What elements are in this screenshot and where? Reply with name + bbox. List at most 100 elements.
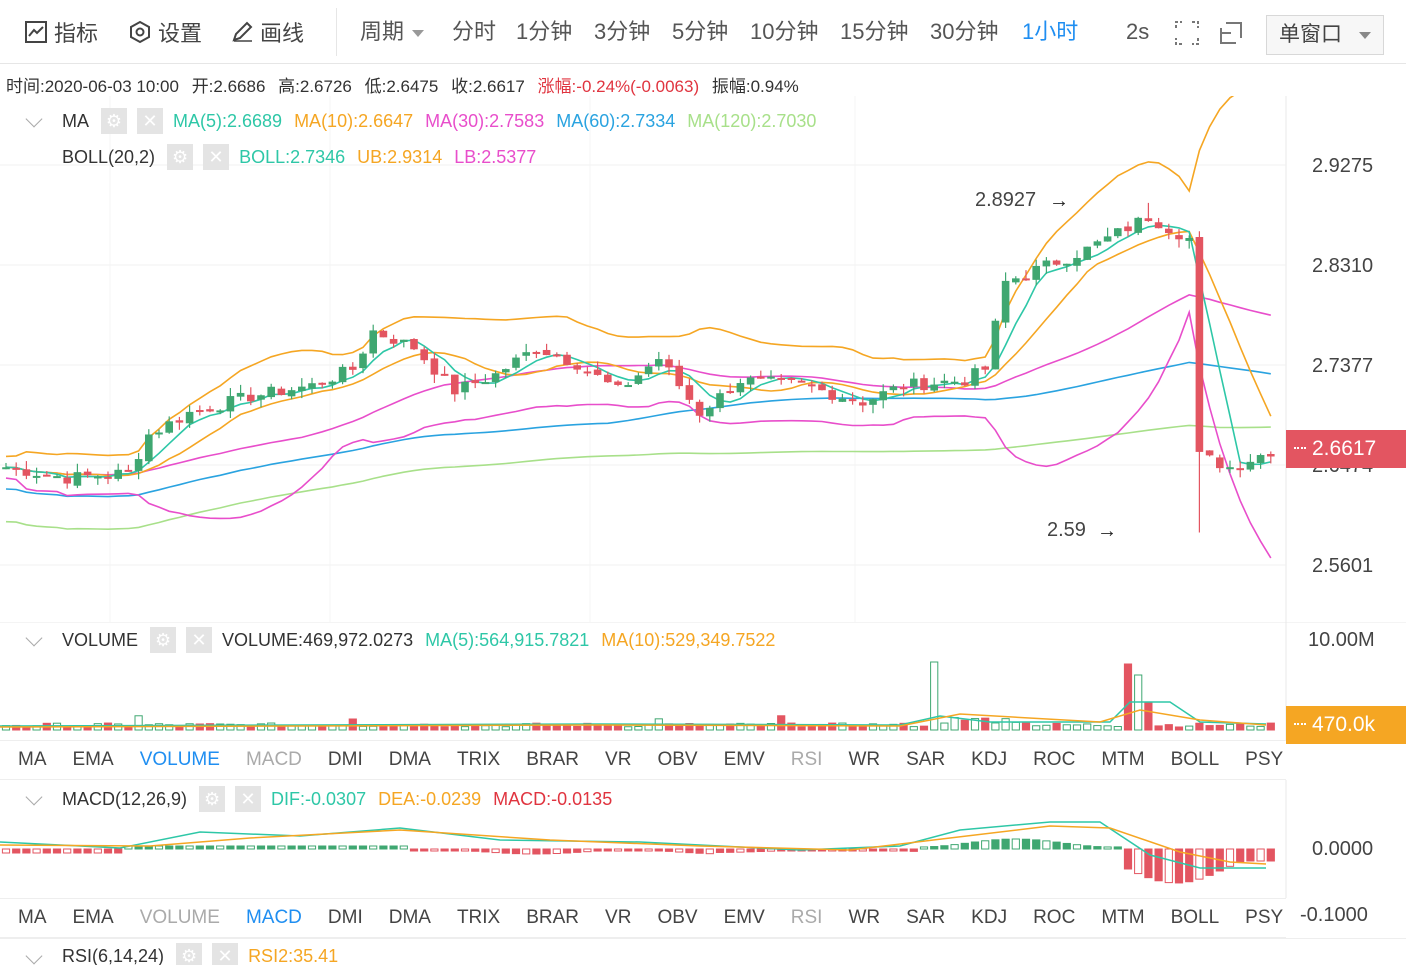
- gear-icon[interactable]: ⚙: [167, 144, 194, 170]
- period-15min[interactable]: 15分钟: [840, 19, 909, 44]
- candle: [838, 393, 847, 403]
- tab-rsi[interactable]: RSI: [790, 907, 823, 928]
- tab-psy[interactable]: PSY: [1245, 749, 1284, 770]
- macd-bar: [22, 848, 31, 854]
- info-open: 开:2.6686: [191, 77, 266, 96]
- macd-bar: [1164, 848, 1173, 884]
- window-mode-select[interactable]: 单窗口: [1266, 15, 1384, 55]
- close-icon[interactable]: ✕: [203, 144, 230, 170]
- period-10min[interactable]: 10分钟: [750, 19, 819, 44]
- tab-boll[interactable]: BOLL: [1170, 749, 1220, 770]
- gear-icon[interactable]: ⚙: [199, 786, 226, 812]
- macd-bar: [246, 845, 255, 850]
- close-icon[interactable]: ✕: [186, 627, 213, 653]
- tab-volume[interactable]: VOLUME: [139, 749, 220, 770]
- macd-legend-name: MACD(12,26,9): [62, 788, 188, 809]
- gear-icon[interactable]: ⚙: [176, 943, 203, 965]
- tab-ma[interactable]: MA: [18, 907, 47, 928]
- tab-vr[interactable]: VR: [605, 907, 632, 928]
- tab-kdj[interactable]: KDJ: [971, 907, 1008, 928]
- current-price-tag: 2.6617: [1286, 430, 1406, 468]
- macd-bar: [1103, 846, 1112, 850]
- macd-bar: [613, 848, 623, 852]
- candle: [950, 376, 959, 386]
- volume-bar: [960, 719, 969, 731]
- tab-dmi[interactable]: DMI: [327, 907, 363, 928]
- collapse-chevron-icon[interactable]: [25, 947, 43, 965]
- tab-dmi[interactable]: DMI: [327, 749, 363, 770]
- tab-wr[interactable]: WR: [848, 749, 881, 770]
- period-5min[interactable]: 5分钟: [672, 19, 729, 44]
- tab-ma[interactable]: MA: [18, 749, 47, 770]
- macd-legend: MACD(12,26,9) ⚙ ✕ DIF:-0.0307 DEA:-0.023…: [62, 786, 624, 812]
- price-axis-label: 2.9275: [1312, 155, 1373, 177]
- tab-sar[interactable]: SAR: [906, 749, 946, 770]
- tab-roc[interactable]: ROC: [1033, 749, 1076, 770]
- tab-rsi[interactable]: RSI: [790, 749, 823, 770]
- macd-bar: [93, 848, 102, 854]
- candle: [410, 338, 418, 351]
- volume-ma5-line: [0, 701, 1267, 727]
- close-icon[interactable]: ✕: [137, 108, 163, 134]
- tab-ema[interactable]: EMA: [72, 749, 114, 770]
- refresh-interval[interactable]: 2s: [1126, 19, 1150, 44]
- candle: [583, 366, 592, 377]
- fullscreen-icon[interactable]: [1174, 20, 1200, 46]
- tab-ema[interactable]: EMA: [72, 907, 114, 928]
- tab-emv[interactable]: EMV: [723, 749, 765, 770]
- tab-obv[interactable]: OBV: [657, 907, 698, 928]
- tab-dma[interactable]: DMA: [388, 749, 431, 770]
- macd-bar: [1021, 838, 1031, 850]
- tab-boll[interactable]: BOLL: [1170, 907, 1220, 928]
- tab-dma[interactable]: DMA: [388, 907, 431, 928]
- screenshot-icon[interactable]: [1218, 20, 1244, 46]
- macd-bar: [950, 844, 959, 850]
- period-3min[interactable]: 3分钟: [594, 19, 651, 44]
- volume-bar: [1185, 725, 1194, 731]
- tab-brar[interactable]: BRAR: [526, 749, 580, 770]
- tab-macd[interactable]: MACD: [245, 907, 302, 928]
- gear-icon[interactable]: ⚙: [101, 108, 127, 134]
- candle: [43, 471, 51, 477]
- tab-wr[interactable]: WR: [848, 907, 881, 928]
- draw-line-button[interactable]: 画线: [230, 14, 304, 50]
- settings-button[interactable]: 设置: [128, 14, 202, 50]
- volume-bar: [1246, 725, 1255, 731]
- gear-icon[interactable]: ⚙: [150, 627, 177, 653]
- settings-hexagon-icon: [130, 20, 150, 44]
- candle: [899, 383, 908, 397]
- candle: [644, 362, 653, 377]
- tab-volume[interactable]: VOLUME: [139, 907, 220, 928]
- volume-bar: [909, 726, 918, 731]
- volume-chart[interactable]: 10.00M: [0, 622, 1406, 740]
- tab-sar[interactable]: SAR: [906, 907, 946, 928]
- tab-roc[interactable]: ROC: [1033, 907, 1076, 928]
- tab-vr[interactable]: VR: [605, 749, 632, 770]
- tab-psy[interactable]: PSY: [1245, 907, 1284, 928]
- period-1hour[interactable]: 1小时: [1022, 19, 1079, 44]
- info-high: 高:2.6726: [278, 77, 352, 96]
- indicator-button[interactable]: 指标: [24, 14, 98, 50]
- period-fenshi[interactable]: 分时: [452, 19, 497, 44]
- tab-trix[interactable]: TRIX: [456, 907, 501, 928]
- period-dropdown[interactable]: 周期: [360, 14, 425, 50]
- tab-brar[interactable]: BRAR: [526, 907, 580, 928]
- tab-kdj[interactable]: KDJ: [971, 749, 1008, 770]
- tab-obv[interactable]: OBV: [657, 749, 698, 770]
- pencil-icon: [232, 21, 253, 42]
- volume-bar: [807, 726, 816, 731]
- candle: [298, 378, 306, 399]
- tab-trix[interactable]: TRIX: [456, 749, 501, 770]
- tab-macd[interactable]: MACD: [245, 749, 302, 770]
- candle: [563, 351, 571, 366]
- macd-chart[interactable]: 0.0000: [0, 780, 1406, 898]
- close-icon[interactable]: ✕: [212, 943, 239, 965]
- tab-mtm[interactable]: MTM: [1101, 749, 1145, 770]
- tab-emv[interactable]: EMV: [723, 907, 765, 928]
- period-30min[interactable]: 30分钟: [930, 19, 999, 44]
- close-icon[interactable]: ✕: [235, 786, 262, 812]
- macd-bar: [1062, 842, 1071, 850]
- period-1min[interactable]: 1分钟: [516, 19, 573, 44]
- tab-mtm[interactable]: MTM: [1101, 907, 1145, 928]
